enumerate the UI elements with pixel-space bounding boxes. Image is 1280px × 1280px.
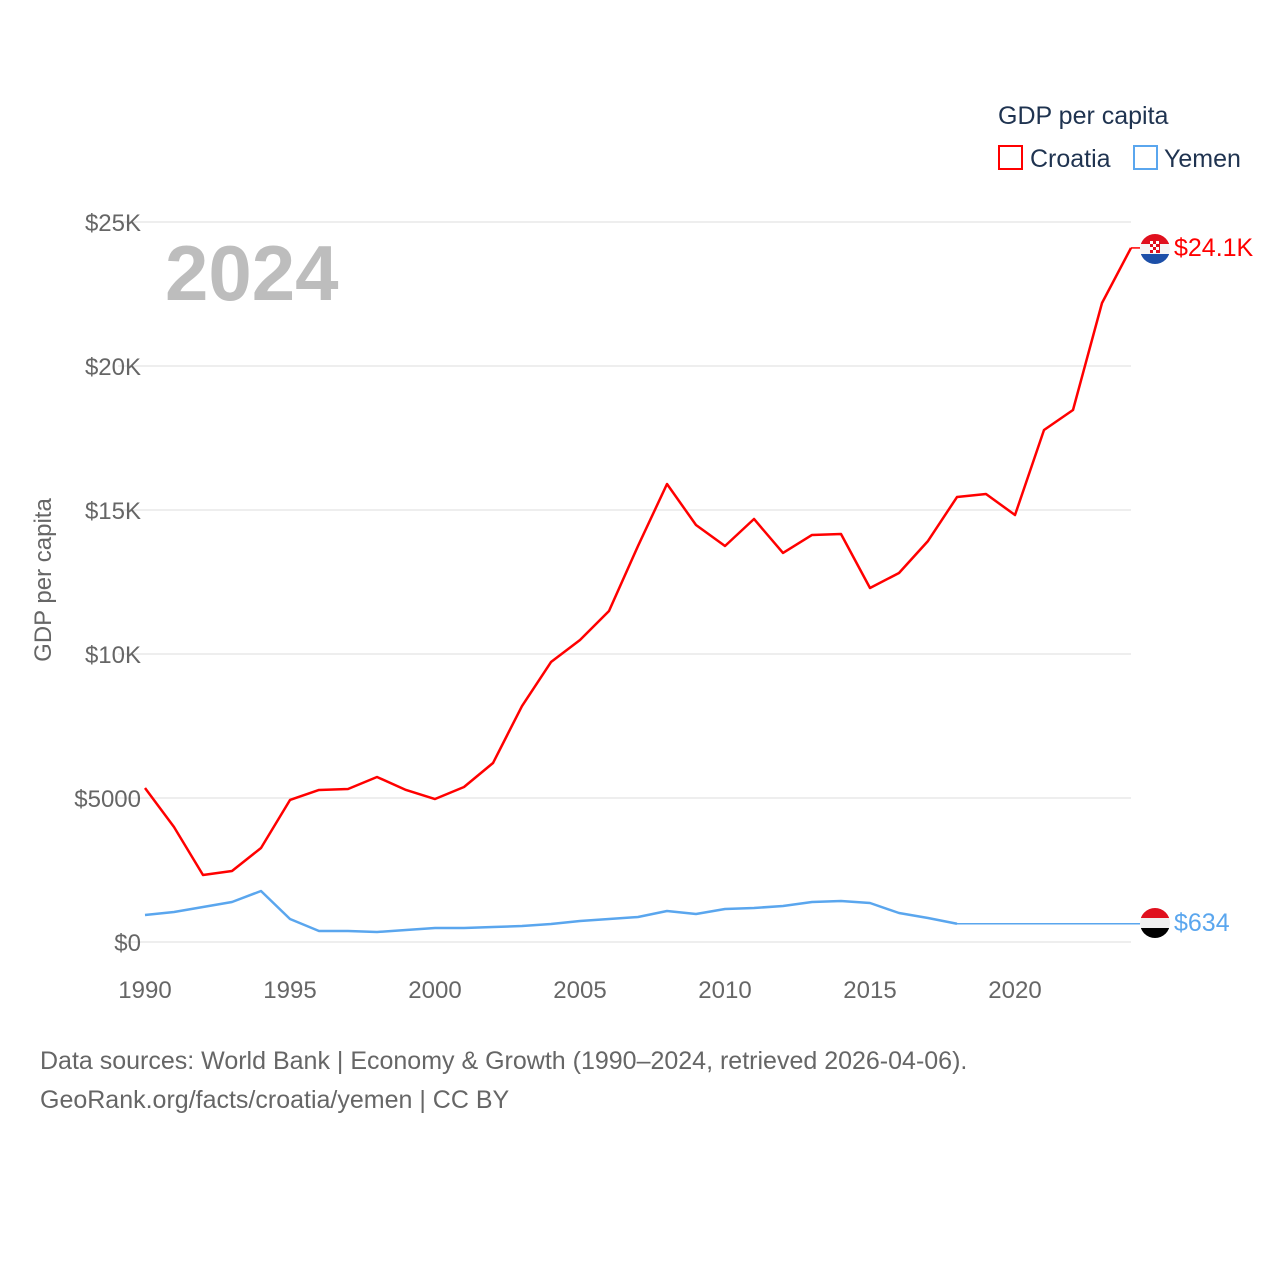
series-line-croatia: [143, 247, 1133, 877]
x-tick-label: 2000: [408, 977, 461, 1004]
legend: GDP per capita Croatia Yemen: [998, 102, 1241, 173]
y-tick-label: $10K: [85, 642, 141, 669]
x-axis-ticks: 1990 1995 2000 2005 2010 2015 2020: [118, 977, 1041, 1004]
legend-label-croatia: Croatia: [1030, 145, 1111, 173]
legend-item-yemen[interactable]: Yemen: [1133, 145, 1241, 173]
footer-link[interactable]: GeoRank.org/facts/croatia/yemen | CC BY: [40, 1086, 510, 1114]
y-tick-label: $0: [114, 930, 141, 957]
croatia-flag-icon: [1140, 234, 1170, 264]
legend-swatch-croatia: [998, 145, 1023, 170]
gridlines: [118, 221, 1131, 943]
yemen-flag-icon: [1140, 908, 1170, 938]
croatia-end-label: $24.1K: [1174, 234, 1254, 262]
series-line-yemen: [144, 889, 958, 934]
y-tick-label: $5000: [74, 786, 141, 813]
legend-swatch-yemen: [1133, 145, 1158, 170]
y-tick-label: $15K: [85, 498, 141, 525]
legend-title: GDP per capita: [998, 102, 1169, 130]
y-axis-label: GDP per capita: [30, 498, 57, 662]
x-tick-label: 2015: [843, 977, 896, 1004]
x-tick-label: 1990: [118, 977, 171, 1004]
x-tick-label: 2020: [988, 977, 1041, 1004]
footer-sources: Data sources: World Bank | Economy & Gro…: [40, 1047, 967, 1075]
x-tick-label: 2005: [553, 977, 606, 1004]
y-tick-label: $20K: [85, 354, 141, 381]
y-axis-ticks: $0 $5000 $10K $15K $20K $25K: [74, 210, 141, 957]
year-label: 2024: [165, 229, 339, 317]
series-lines: [143, 247, 1140, 934]
legend-label-yemen: Yemen: [1164, 145, 1241, 173]
y-tick-label: $25K: [85, 210, 141, 237]
x-tick-label: 2010: [698, 977, 751, 1004]
yemen-end-label: $634: [1174, 909, 1230, 937]
legend-item-croatia[interactable]: Croatia: [998, 145, 1111, 173]
x-tick-label: 1995: [263, 977, 316, 1004]
